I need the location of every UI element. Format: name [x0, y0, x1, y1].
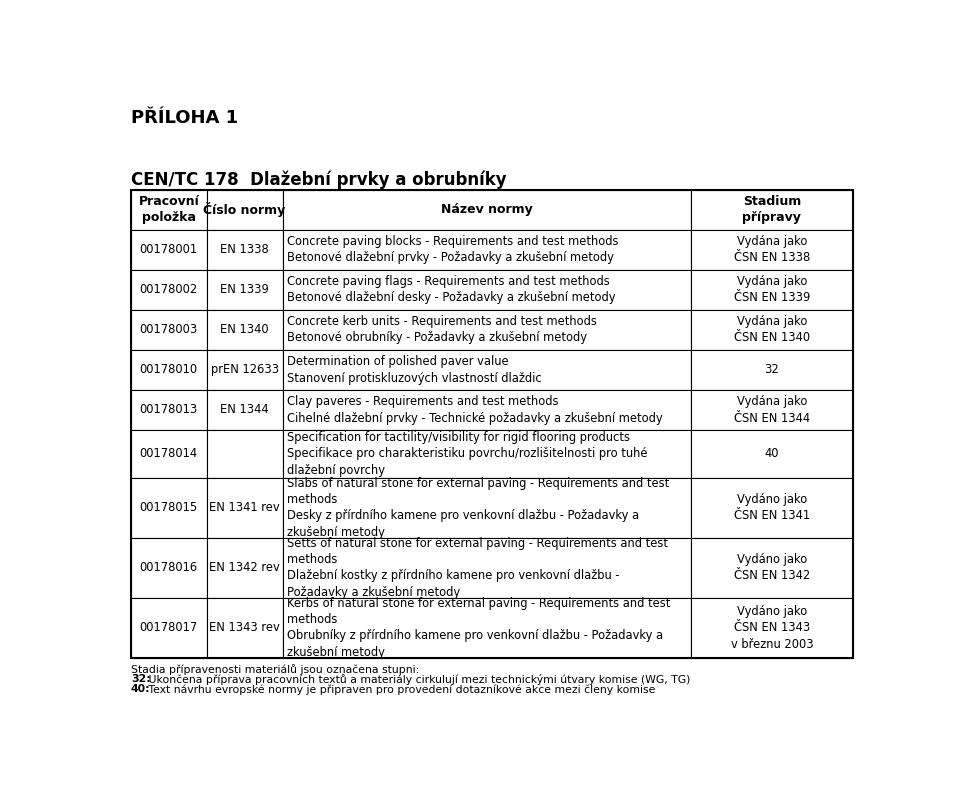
- Bar: [282, 190, 690, 230]
- Bar: [131, 230, 206, 270]
- Text: 00178002: 00178002: [139, 283, 198, 296]
- Text: Concrete paving flags - Requirements and test methods
Betonové dlažební desky - : Concrete paving flags - Requirements and…: [287, 275, 615, 304]
- Text: PŘÍLOHA 1: PŘÍLOHA 1: [131, 109, 238, 127]
- Bar: [131, 598, 206, 658]
- Bar: [206, 190, 282, 230]
- Bar: [206, 310, 282, 350]
- Bar: [206, 478, 282, 538]
- Text: Concrete paving blocks - Requirements and test methods
Betonové dlažební prvky -: Concrete paving blocks - Requirements an…: [287, 235, 618, 264]
- Text: 00178010: 00178010: [140, 363, 198, 376]
- Text: EN 1338: EN 1338: [220, 243, 269, 256]
- Text: 32: 32: [764, 363, 780, 376]
- Bar: [131, 270, 206, 310]
- Bar: [690, 310, 853, 350]
- Text: Číslo normy: Číslo normy: [204, 202, 286, 217]
- Text: Vydáno jako
ČSN EN 1342: Vydáno jako ČSN EN 1342: [733, 553, 810, 582]
- Bar: [282, 430, 690, 478]
- Bar: [206, 350, 282, 390]
- Text: 00178015: 00178015: [139, 501, 198, 514]
- Text: 32:: 32:: [131, 674, 151, 684]
- Text: Stadia přípravenosti materiálů jsou označena stupni:: Stadia přípravenosti materiálů jsou ozna…: [131, 664, 420, 675]
- Text: Vydána jako
ČSN EN 1340: Vydána jako ČSN EN 1340: [733, 315, 810, 345]
- Text: Determination of polished paver value
Stanovení protiskluzových vlastností dlažd: Determination of polished paver value St…: [287, 355, 542, 384]
- Text: 00178014: 00178014: [140, 448, 198, 461]
- Text: EN 1341 rev: EN 1341 rev: [209, 501, 280, 514]
- Bar: [131, 538, 206, 598]
- Text: 00178016: 00178016: [140, 561, 198, 574]
- Bar: [690, 190, 853, 230]
- Text: 40:: 40:: [131, 684, 151, 694]
- Text: CEN/TC 178  Dlažební prvky a obrubníky: CEN/TC 178 Dlažební prvky a obrubníky: [131, 170, 507, 189]
- Bar: [282, 478, 690, 538]
- Bar: [131, 390, 206, 430]
- Bar: [690, 390, 853, 430]
- Bar: [690, 350, 853, 390]
- Bar: [206, 270, 282, 310]
- Bar: [282, 598, 690, 658]
- Text: Vydáno jako
ČSN EN 1343
v březnu 2003: Vydáno jako ČSN EN 1343 v březnu 2003: [731, 605, 813, 650]
- Bar: [690, 478, 853, 538]
- Text: 00178017: 00178017: [139, 621, 198, 634]
- Text: 40: 40: [765, 448, 780, 461]
- Text: Slabs of natural stone for external paving - Requirements and test
methods
Desky: Slabs of natural stone for external pavi…: [287, 477, 669, 539]
- Bar: [206, 390, 282, 430]
- Text: Stadium
přípravy: Stadium přípravy: [742, 195, 802, 224]
- Text: Pracovní
položka: Pracovní položka: [138, 195, 199, 224]
- Text: Setts of natural stone for external paving - Requirements and test
methods
Dlaže: Setts of natural stone for external pavi…: [287, 537, 668, 599]
- Text: EN 1343 rev: EN 1343 rev: [209, 621, 280, 634]
- Text: Vydána jako
ČSN EN 1339: Vydána jako ČSN EN 1339: [733, 275, 810, 304]
- Bar: [282, 310, 690, 350]
- Bar: [131, 350, 206, 390]
- Text: Název normy: Název normy: [441, 204, 533, 217]
- Text: Text návrhu evropské normy je připraven pro provedení dotazníkové akce mezi člen: Text návrhu evropské normy je připraven …: [145, 684, 655, 694]
- Bar: [131, 310, 206, 350]
- Text: Specification for tactility/visibility for rigid flooring products
Specifikace p: Specification for tactility/visibility f…: [287, 431, 648, 477]
- Bar: [282, 230, 690, 270]
- Text: Kerbs of natural stone for external paving - Requirements and test
methods
Obrub: Kerbs of natural stone for external pavi…: [287, 597, 670, 659]
- Bar: [690, 538, 853, 598]
- Bar: [131, 190, 206, 230]
- Bar: [690, 430, 853, 478]
- Text: Vydáno jako
ČSN EN 1341: Vydáno jako ČSN EN 1341: [733, 493, 810, 522]
- Text: 00178013: 00178013: [139, 403, 198, 416]
- Text: EN 1339: EN 1339: [220, 283, 269, 296]
- Text: Vydána jako
ČSN EN 1338: Vydána jako ČSN EN 1338: [733, 235, 810, 264]
- Text: 00178001: 00178001: [140, 243, 198, 256]
- Bar: [131, 190, 853, 658]
- Bar: [690, 230, 853, 270]
- Bar: [206, 538, 282, 598]
- Bar: [131, 430, 206, 478]
- Text: EN 1344: EN 1344: [220, 403, 269, 416]
- Text: Ukončena příprava pracovních textů a materiály cirkulují mezi technickými útvary: Ukončena příprava pracovních textů a mat…: [145, 674, 690, 685]
- Text: 00178003: 00178003: [139, 324, 198, 337]
- Bar: [282, 350, 690, 390]
- Bar: [206, 230, 282, 270]
- Bar: [131, 478, 206, 538]
- Text: EN 1342 rev: EN 1342 rev: [209, 561, 280, 574]
- Bar: [282, 390, 690, 430]
- Bar: [690, 598, 853, 658]
- Text: Vydána jako
ČSN EN 1344: Vydána jako ČSN EN 1344: [733, 395, 810, 424]
- Bar: [282, 270, 690, 310]
- Bar: [690, 270, 853, 310]
- Bar: [206, 598, 282, 658]
- Bar: [282, 538, 690, 598]
- Bar: [206, 430, 282, 478]
- Text: EN 1340: EN 1340: [220, 324, 269, 337]
- Text: Clay paveres - Requirements and test methods
Cihelné dlažební prvky - Technické : Clay paveres - Requirements and test met…: [287, 395, 662, 424]
- Text: prEN 12633: prEN 12633: [210, 363, 278, 376]
- Text: Concrete kerb units - Requirements and test methods
Betonové obrubníky - Požadav: Concrete kerb units - Requirements and t…: [287, 315, 597, 345]
